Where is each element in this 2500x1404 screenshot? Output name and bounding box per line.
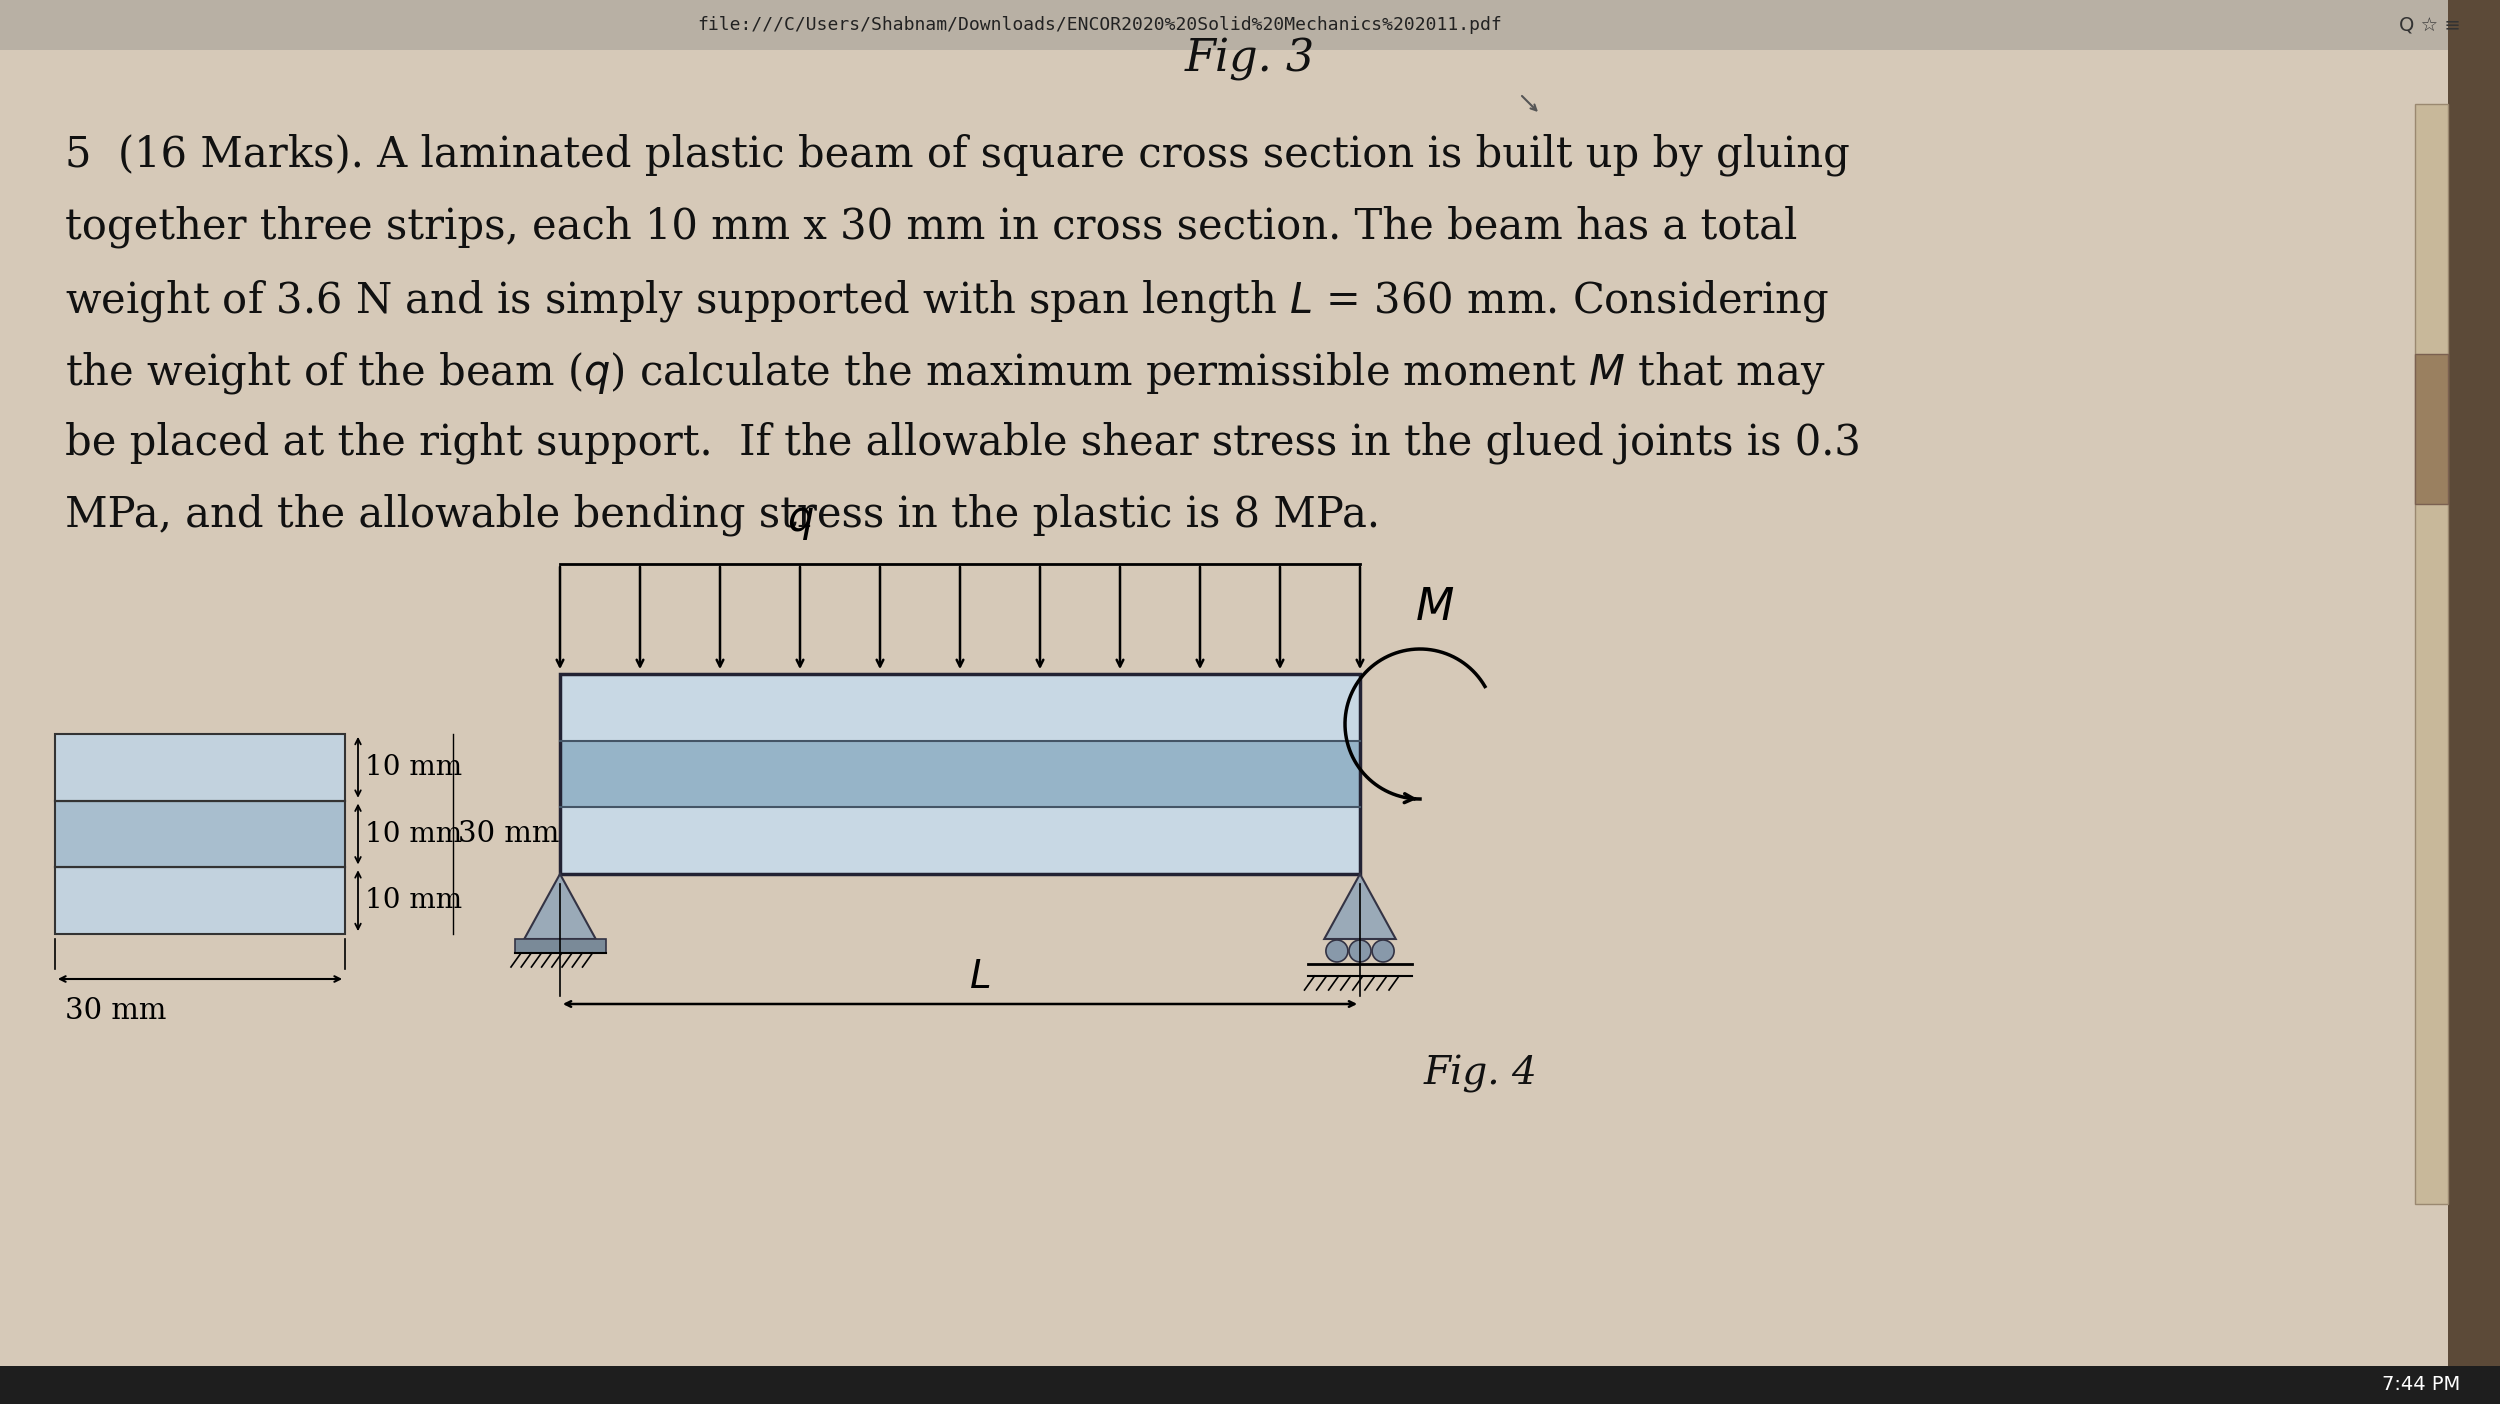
Text: 10 mm: 10 mm <box>365 820 462 848</box>
Text: Q ☆ ≡: Q ☆ ≡ <box>2400 15 2460 35</box>
Bar <box>560 674 1360 875</box>
Text: 7:44 PM: 7:44 PM <box>2382 1376 2460 1394</box>
Bar <box>55 734 345 800</box>
Bar <box>515 939 605 953</box>
Text: 30 mm: 30 mm <box>458 820 560 848</box>
Text: Fig. 4: Fig. 4 <box>1422 1054 1537 1092</box>
Text: 10 mm: 10 mm <box>365 887 462 914</box>
Text: Fig. 3: Fig. 3 <box>1185 38 1315 80</box>
Circle shape <box>1350 941 1370 962</box>
Bar <box>55 800 345 868</box>
Text: be placed at the right support.  If the allowable shear stress in the glued join: be placed at the right support. If the a… <box>65 423 1860 465</box>
Text: MPa, and the allowable bending stress in the plastic is 8 MPa.: MPa, and the allowable bending stress in… <box>65 494 1380 536</box>
Polygon shape <box>525 875 595 939</box>
Text: $M$: $M$ <box>1415 585 1455 629</box>
Text: 10 mm: 10 mm <box>365 754 462 781</box>
Text: 5  (16 Marks). A laminated plastic beam of square cross section is built up by g: 5 (16 Marks). A laminated plastic beam o… <box>65 133 1850 177</box>
Bar <box>2448 0 2500 1404</box>
Bar <box>2415 354 2448 504</box>
Text: $L$: $L$ <box>970 959 990 995</box>
Bar <box>560 741 1360 807</box>
Circle shape <box>1325 941 1348 962</box>
Text: file:///C/Users/Shabnam/Downloads/ENCOR2020%20Solid%20Mechanics%202011.pdf: file:///C/Users/Shabnam/Downloads/ENCOR2… <box>698 15 1502 34</box>
Text: the weight of the beam ($q$) calculate the maximum permissible moment $M$ that m: the weight of the beam ($q$) calculate t… <box>65 350 1825 396</box>
Bar <box>560 807 1360 875</box>
Bar <box>0 0 2500 51</box>
Text: weight of 3.6 N and is simply supported with span length $L$ = 360 mm. Consideri: weight of 3.6 N and is simply supported … <box>65 278 1830 324</box>
Text: 30 mm: 30 mm <box>65 997 168 1025</box>
Text: together three strips, each 10 mm x 30 mm in cross section. The beam has a total: together three strips, each 10 mm x 30 m… <box>65 206 1797 249</box>
Bar <box>2415 104 2448 1205</box>
Bar <box>560 674 1360 741</box>
Circle shape <box>1372 941 1395 962</box>
Bar <box>0 1366 2500 1404</box>
Polygon shape <box>1325 875 1395 939</box>
Bar <box>55 868 345 934</box>
Text: $q$: $q$ <box>788 500 812 542</box>
